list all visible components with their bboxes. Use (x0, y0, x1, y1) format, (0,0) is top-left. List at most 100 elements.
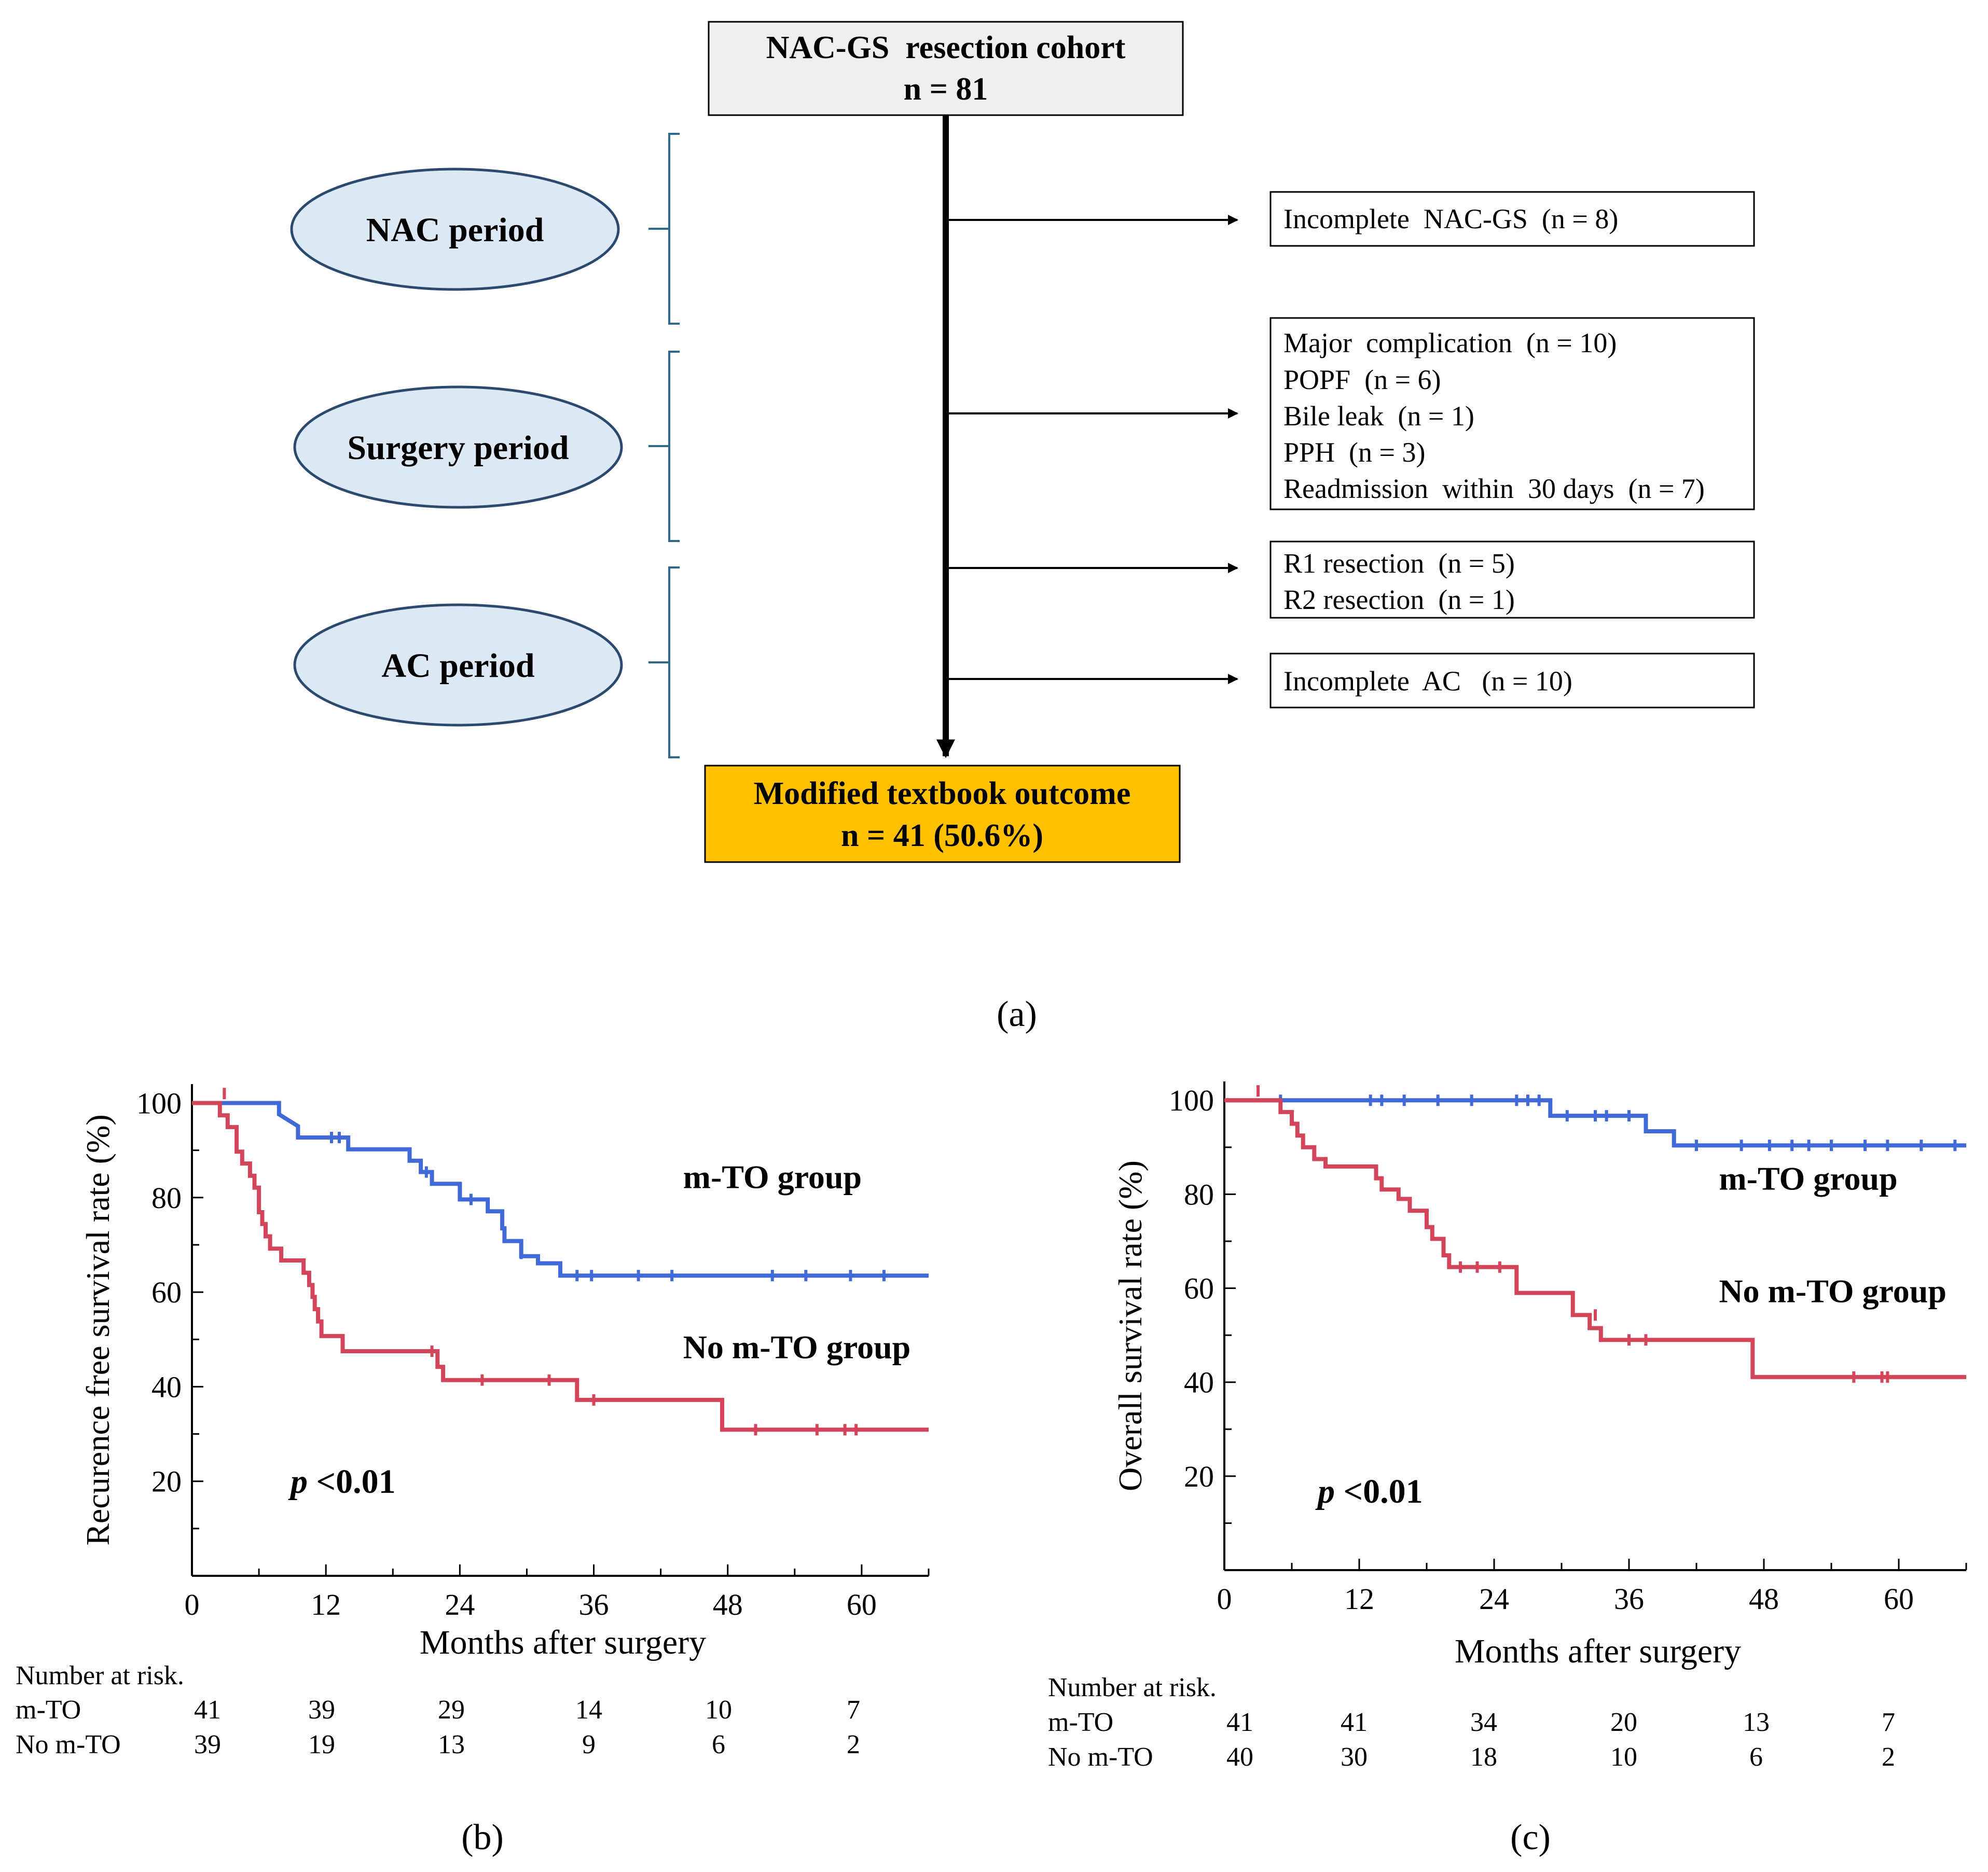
risk-value: 20 (1610, 1708, 1637, 1737)
period-ellipse-surgery (293, 385, 623, 509)
x-tick-label: 24 (445, 1588, 475, 1621)
y-tick-label: 60 (151, 1275, 182, 1309)
risk-value: 41 (1226, 1708, 1253, 1737)
risk-value: 13 (438, 1730, 465, 1759)
exclusion-line: Readmission within 30 days (n = 7) (1283, 473, 1705, 504)
exclusion-text-resection: R1 resection (n = 5) R2 resection (n = 1… (1283, 548, 1515, 615)
cohort-title: NAC-GS resection cohort (766, 30, 1126, 65)
y-axis-label: Recurence free survival rate (%) (79, 1114, 116, 1546)
survival-line-no-mto (192, 1101, 929, 1432)
risk-value: 41 (1341, 1708, 1368, 1737)
x-tick-label: 48 (1749, 1582, 1779, 1616)
cohort-n: n = 81 (904, 72, 988, 107)
y-tick-label: 20 (151, 1465, 182, 1499)
x-tick-label: 24 (1479, 1582, 1509, 1616)
x-tick-label: 60 (1884, 1582, 1914, 1616)
exclusion-text-surgery: Major complication (n = 10) POPF (n = 6)… (1283, 327, 1705, 504)
exclusion-box-resection (1269, 540, 1755, 619)
outcome-title: Modified textbook outcome (754, 776, 1131, 811)
y-tick-label: 80 (151, 1181, 182, 1215)
risk-value: 18 (1470, 1742, 1497, 1772)
risk-value: 41 (194, 1695, 221, 1725)
risk-value: 6 (712, 1730, 725, 1759)
risk-value: 2 (847, 1730, 860, 1759)
series-label-mto: m-TO group (1719, 1160, 1897, 1197)
risk-value: 29 (438, 1695, 465, 1725)
exclusion-line: R1 resection (n = 5) (1283, 548, 1515, 579)
risk-value: 19 (308, 1730, 335, 1759)
risk-value: 39 (308, 1695, 335, 1725)
x-tick-label: 12 (1344, 1582, 1374, 1616)
y-tick-label: 60 (1184, 1272, 1214, 1306)
risk-value: 7 (1882, 1708, 1895, 1737)
exclusion-line: Incomplete AC (n = 10) (1283, 665, 1572, 697)
outcome-box (704, 765, 1181, 863)
risk-value: 14 (575, 1695, 602, 1725)
risk-value: 30 (1341, 1742, 1368, 1772)
period-ellipse-ac (293, 603, 623, 727)
period-ellipse-nac (290, 168, 620, 291)
cohort-box (708, 21, 1184, 116)
flowchart: NAC-GS resection cohort n = 81 Incomplet… (290, 21, 1755, 1034)
exclusion-box-surgery (1269, 317, 1755, 510)
survival-line-no-mto (1224, 1098, 1966, 1379)
y-tick-label: 100 (136, 1086, 182, 1120)
risk-value: 39 (194, 1730, 221, 1759)
risk-value: 10 (1610, 1742, 1637, 1772)
exclusion-line: Incomplete NAC-GS (n = 8) (1283, 203, 1618, 234)
risk-value: 2 (1882, 1742, 1895, 1772)
x-tick-label: 12 (311, 1588, 341, 1621)
x-tick-label: 0 (1217, 1582, 1232, 1616)
series-label-mto: m-TO group (683, 1159, 862, 1196)
risk-row-label: m-TO (16, 1695, 81, 1725)
y-tick-label: 100 (1169, 1084, 1214, 1117)
period-label: Surgery period (347, 429, 569, 467)
risk-table-title: Number at risk. (16, 1661, 184, 1690)
x-tick-label: 36 (579, 1588, 609, 1621)
y-axis-label: Overall survival rate (%) (1112, 1160, 1149, 1491)
p-value: p <0.01 (1315, 1473, 1423, 1510)
km-chart-overall-survival: 20 40 60 80 100 0 12 24 36 48 60 Overall survival r… (1048, 1081, 1967, 1857)
risk-row-label: No m-TO (1048, 1742, 1153, 1772)
y-tick-label: 40 (151, 1370, 182, 1404)
exclusion-line: POPF (n = 6) (1283, 364, 1441, 395)
p-value: p <0.01 (288, 1463, 396, 1501)
period-bracket-surgery (648, 351, 680, 542)
period-label: AC period (381, 647, 534, 685)
p-number: <0.01 (308, 1463, 396, 1501)
x-tick-label: 60 (847, 1588, 877, 1621)
panel-label-a: (a) (997, 994, 1037, 1034)
risk-row-label: m-TO (1048, 1708, 1113, 1737)
x-tick-label: 36 (1614, 1582, 1644, 1616)
survival-line-mto (1224, 1098, 1966, 1148)
period-bracket-nac (648, 133, 680, 325)
risk-table-title: Number at risk. (1048, 1673, 1217, 1702)
period-label: NAC period (366, 211, 544, 249)
panel-label: (c) (1510, 1818, 1551, 1857)
exclusion-line: PPH (n = 3) (1283, 437, 1425, 468)
risk-value: 10 (705, 1695, 732, 1725)
series-label-no-mto: No m-TO group (683, 1329, 911, 1366)
x-axis-label: Months after surgery (1455, 1632, 1741, 1670)
p-symbol: p (1315, 1473, 1335, 1510)
x-axis-label: Months after surgery (420, 1624, 706, 1661)
y-tick-label: 80 (1184, 1177, 1214, 1211)
exclusion-text-ac: Incomplete AC (n = 10) (1283, 665, 1572, 697)
risk-value: 9 (582, 1730, 596, 1759)
series-label-no-mto: No m-TO group (1719, 1273, 1946, 1310)
p-number: <0.01 (1335, 1473, 1423, 1510)
exclusion-box-ac (1269, 653, 1755, 709)
exclusion-text-nac: Incomplete NAC-GS (n = 8) (1283, 203, 1618, 234)
panel-label: (b) (461, 1818, 504, 1857)
exclusion-line: R2 resection (n = 1) (1283, 584, 1515, 615)
risk-value: 40 (1226, 1742, 1253, 1772)
x-tick-label: 0 (185, 1588, 200, 1621)
survival-line-mto (192, 1101, 929, 1278)
risk-value: 7 (847, 1695, 860, 1725)
y-tick-label: 20 (1184, 1460, 1214, 1493)
km-chart-recurrence-free: 20 40 60 80 100 0 12 24 36 48 60 Recurence free sur… (16, 1084, 930, 1857)
y-tick-label: 40 (1184, 1366, 1214, 1399)
risk-row-label: No m-TO (16, 1730, 121, 1759)
risk-value: 34 (1470, 1708, 1497, 1737)
